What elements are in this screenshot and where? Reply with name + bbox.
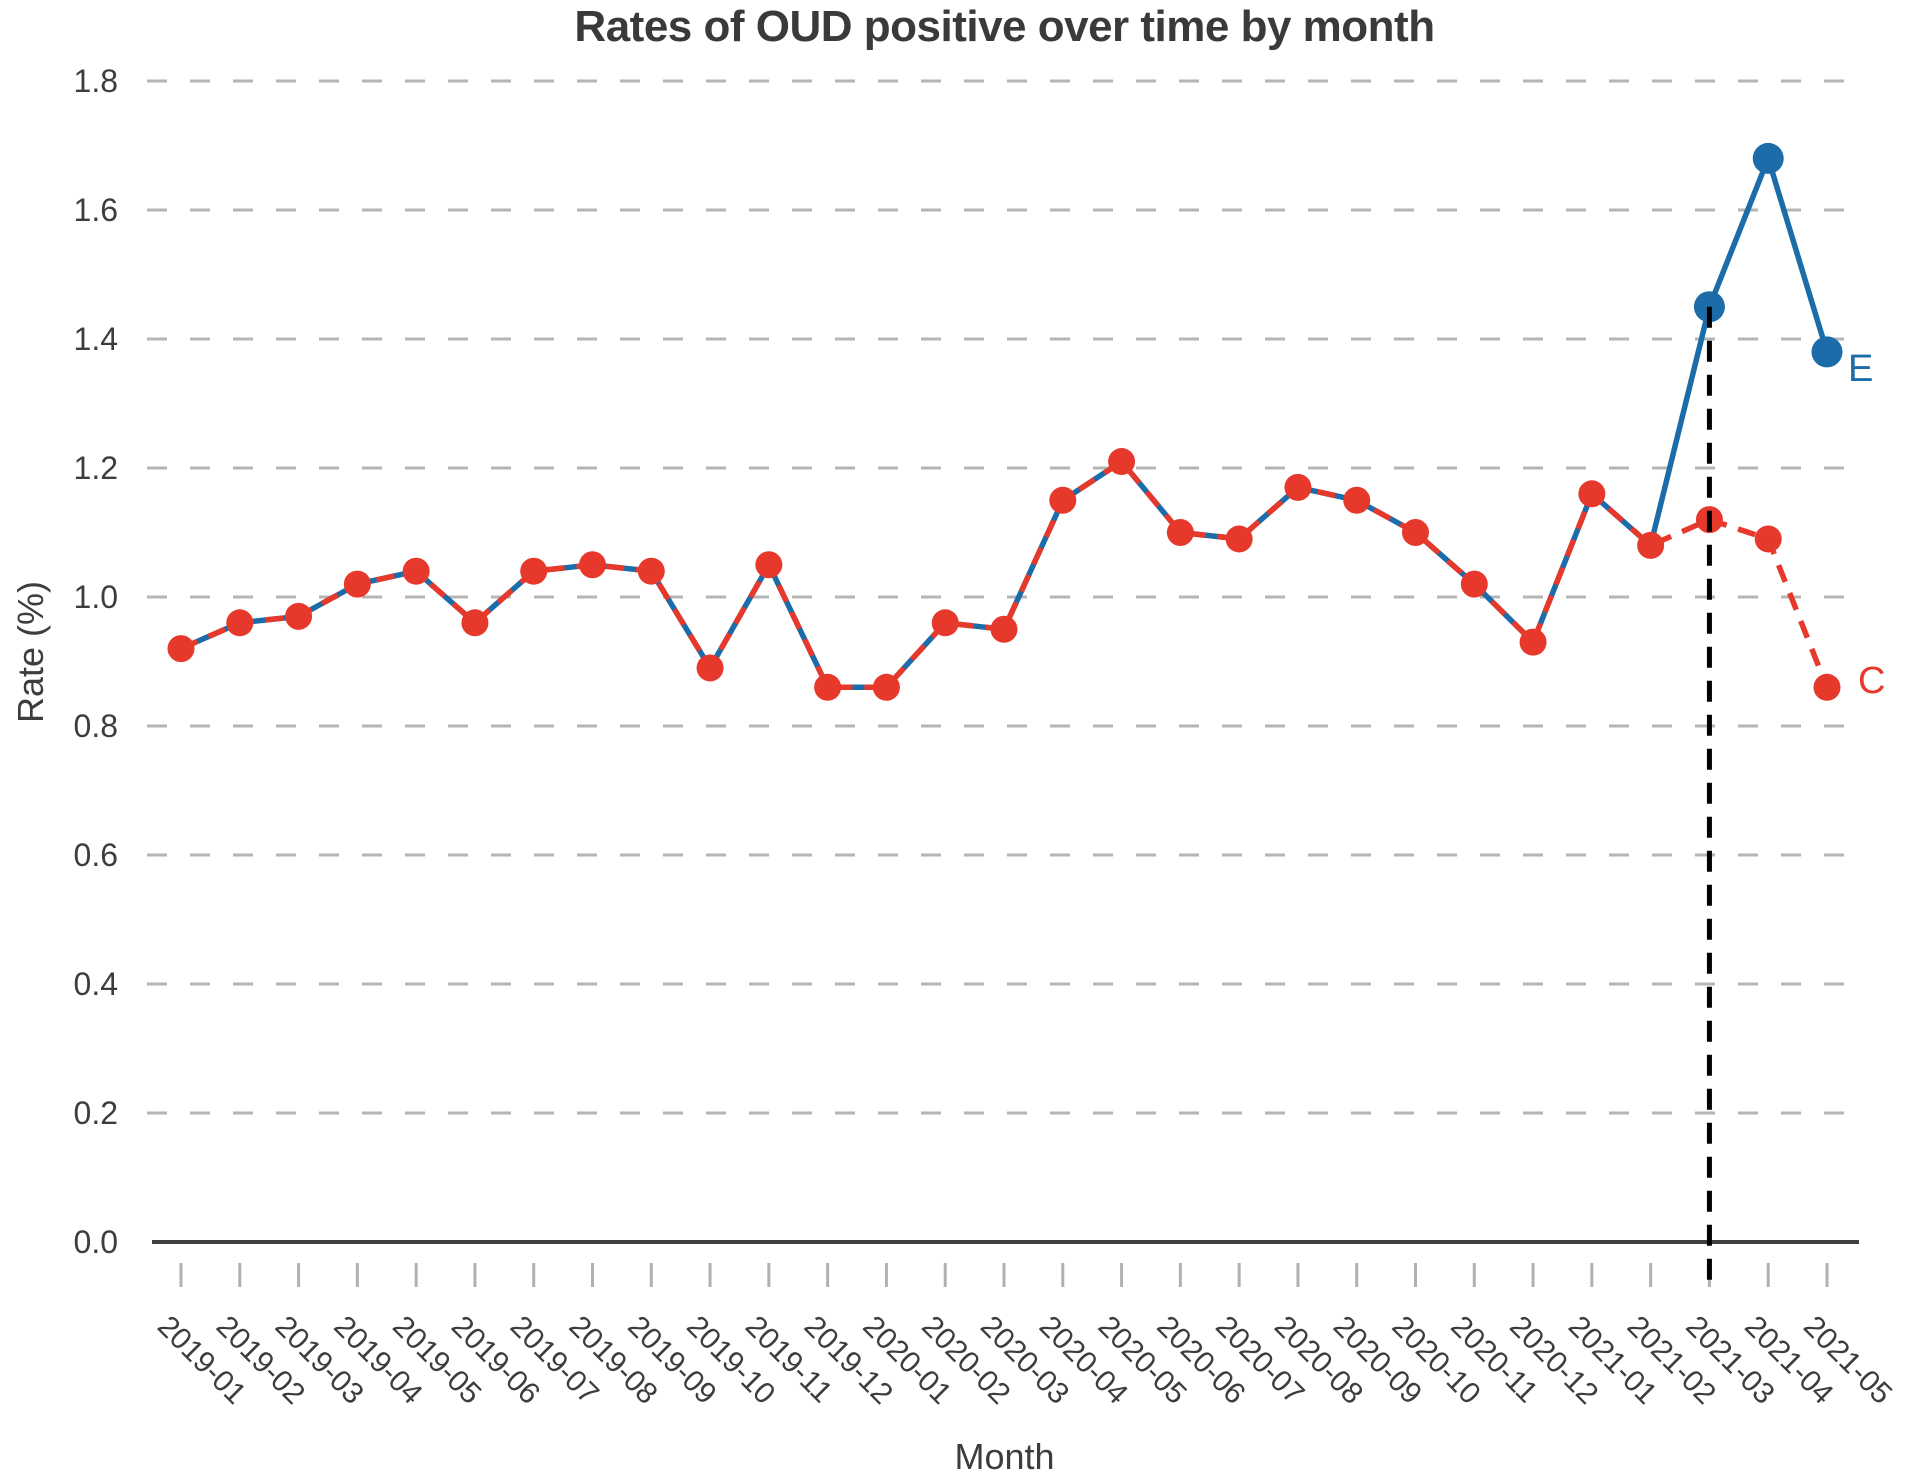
series-C-point bbox=[990, 615, 1018, 643]
series-C-point bbox=[1402, 519, 1429, 546]
series-C-point bbox=[814, 673, 842, 701]
y-tick-label: 0.4 bbox=[74, 966, 118, 1002]
series-C-point bbox=[755, 551, 783, 579]
series-C-point bbox=[1637, 531, 1665, 559]
y-tick-label: 0.8 bbox=[74, 708, 118, 744]
series-C-point bbox=[1519, 628, 1547, 656]
series-C-point bbox=[579, 551, 606, 579]
series-label-C: C bbox=[1858, 660, 1886, 702]
x-axis-label: Month bbox=[954, 1436, 1055, 1477]
series-C-point bbox=[226, 609, 254, 637]
series-C-point bbox=[1225, 525, 1253, 553]
y-tick-label: 0.6 bbox=[74, 837, 118, 873]
series-C-point bbox=[1813, 673, 1841, 701]
y-tick-label: 1.0 bbox=[74, 579, 118, 615]
series-E-point bbox=[1752, 142, 1784, 174]
series-C-point bbox=[1166, 519, 1194, 546]
series-E-point bbox=[1811, 336, 1843, 368]
series-C-point bbox=[1460, 570, 1488, 598]
y-tick-label: 0.0 bbox=[74, 1224, 118, 1260]
series-C-point bbox=[931, 609, 959, 637]
series-C-point bbox=[402, 557, 430, 585]
y-tick-label: 1.4 bbox=[74, 321, 118, 357]
series-C-point bbox=[461, 609, 489, 637]
series-C-point bbox=[696, 654, 724, 682]
y-tick-label: 0.2 bbox=[74, 1095, 118, 1131]
series-C-point bbox=[872, 673, 900, 701]
x-tick-marks bbox=[179, 1263, 1829, 1287]
series-C-point bbox=[1754, 525, 1782, 553]
series-C-point bbox=[1049, 486, 1077, 514]
chart-title: Rates of OUD positive over time by month bbox=[574, 2, 1435, 51]
series-E-line bbox=[179, 155, 1830, 691]
series-C-point bbox=[1343, 486, 1371, 514]
y-tick-label: 1.6 bbox=[74, 192, 118, 228]
gridlines bbox=[147, 79, 1857, 1115]
y-tick-label: 1.2 bbox=[74, 450, 118, 486]
y-tick-label: 1.8 bbox=[74, 63, 118, 99]
series-C-point bbox=[343, 570, 371, 598]
series-C-markers bbox=[167, 448, 1841, 701]
series-C-point bbox=[167, 635, 195, 663]
series-C-point bbox=[637, 557, 665, 585]
y-axis-label: Rate (%) bbox=[10, 580, 51, 724]
series-C-line bbox=[179, 458, 1830, 691]
series-C-point bbox=[1578, 480, 1606, 508]
series-C-point bbox=[285, 602, 313, 630]
series-label-E: E bbox=[1848, 348, 1874, 390]
y-tick-labels: 0.0 0.2 0.4 0.6 0.8 1.0 1.2 1.4 1.6 1.8 bbox=[74, 63, 118, 1260]
series-C-point bbox=[1284, 473, 1312, 501]
series-C-point bbox=[1108, 448, 1136, 476]
x-tick-labels: 2019-012019-022019-032019-042019-052019-… bbox=[151, 1310, 1898, 1411]
series-C-point bbox=[520, 557, 548, 585]
